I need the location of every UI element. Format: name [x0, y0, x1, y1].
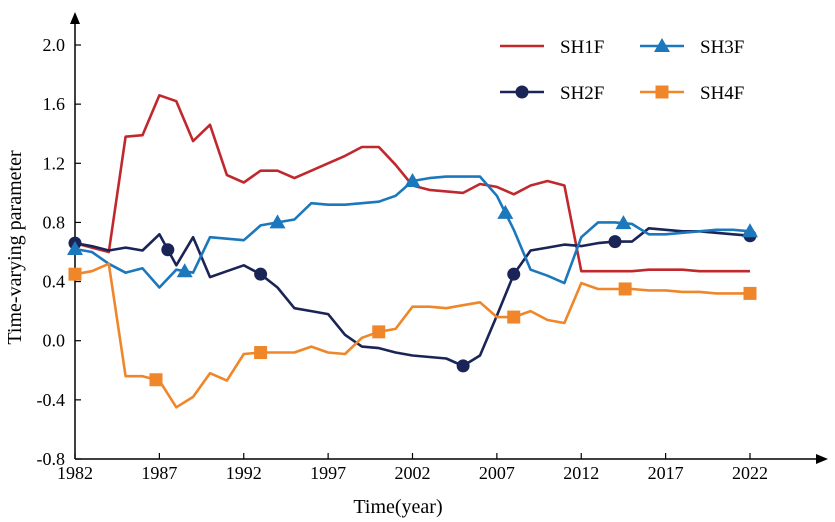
x-tick-label: 2017 — [648, 463, 684, 483]
y-axis-arrow — [70, 12, 80, 24]
x-tick-label: 1982 — [57, 463, 93, 483]
marker-sh2f — [161, 243, 175, 257]
y-tick-label: 0.8 — [43, 212, 66, 232]
marker-sh4f — [743, 286, 757, 300]
legend-marker-sh4f — [655, 85, 669, 99]
x-axis-title: Time(year) — [353, 496, 442, 518]
legend-label-sh2f: SH2F — [560, 83, 604, 104]
legend-item-sh4f: SH4F — [640, 83, 744, 104]
marker-sh3f — [176, 263, 193, 278]
y-tick-label: -0.4 — [37, 390, 66, 410]
y-tick-label: 0.4 — [43, 272, 66, 292]
series-line-sh2f — [74, 227, 751, 368]
y-axis-title: Time-varying parameter — [4, 150, 26, 345]
marker-sh2f — [608, 235, 622, 249]
legend-marker-sh3f — [654, 38, 670, 52]
marker-sh4f — [618, 282, 632, 296]
marker-sh4f — [68, 267, 82, 281]
y-tick-label: 1.2 — [43, 153, 66, 173]
marker-sh4f — [149, 373, 163, 387]
y-tick-label: 2.0 — [43, 35, 66, 55]
marker-sh3f — [497, 204, 514, 219]
x-tick-label: 1992 — [226, 463, 262, 483]
legend-label-sh3f: SH3F — [700, 37, 744, 58]
x-tick-label: 2007 — [479, 463, 515, 483]
legend-item-sh1f: SH1F — [500, 37, 604, 58]
series-sh4f — [68, 262, 757, 409]
marker-sh3f — [615, 215, 632, 230]
legend-item-sh2f: SH2F — [500, 83, 604, 104]
marker-sh2f — [456, 359, 470, 373]
series-line-sh4f — [74, 262, 750, 409]
x-tick-label: 2012 — [563, 463, 599, 483]
y-tick-label: 1.6 — [43, 94, 66, 114]
legend-label-sh1f: SH1F — [560, 37, 604, 58]
marker-sh3f — [404, 173, 421, 188]
legend-item-sh3f: SH3F — [640, 37, 744, 58]
marker-sh3f — [742, 223, 758, 238]
legend: SH1F SH2F SH3F SH4F — [500, 37, 744, 104]
marker-sh2f — [507, 267, 521, 281]
y-tick-label: 0.0 — [43, 331, 66, 351]
legend-label-sh4f: SH4F — [700, 83, 744, 104]
marker-sh3f — [269, 214, 286, 229]
marker-sh3f — [67, 241, 83, 256]
x-tick-label: 2002 — [395, 463, 431, 483]
x-tick-label: 2022 — [732, 463, 768, 483]
x-tick-label: 1997 — [310, 463, 346, 483]
marker-sh4f — [507, 310, 521, 324]
series-layer — [67, 94, 758, 409]
marker-sh2f — [254, 267, 268, 281]
legend-marker-sh2f — [515, 85, 529, 99]
x-axis-arrow — [816, 454, 828, 464]
x-tick-label: 1987 — [141, 463, 177, 483]
marker-sh4f — [372, 325, 386, 339]
y-tick-label: -0.8 — [37, 449, 66, 469]
series-sh3f — [67, 173, 758, 289]
series-sh2f — [68, 227, 757, 373]
marker-sh4f — [254, 346, 268, 360]
